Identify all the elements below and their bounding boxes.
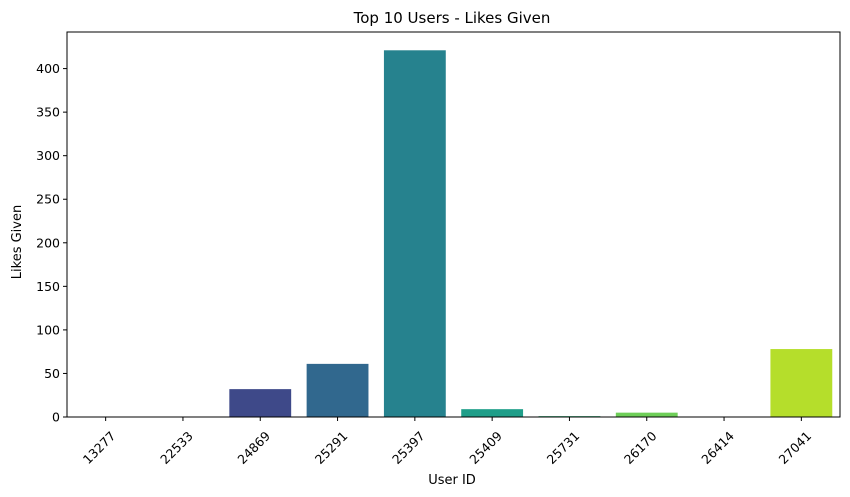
y-tick-label: 300 (36, 148, 60, 163)
y-axis: 0 50 100 150 200 250 300 350 400 (36, 61, 67, 425)
chart-title: Top 10 Users - Likes Given (353, 9, 551, 27)
x-tick-label: 25397 (389, 428, 428, 467)
y-tick-label: 350 (36, 105, 60, 120)
x-axis-label: User ID (428, 473, 476, 488)
y-tick-label: 0 (52, 410, 60, 425)
y-axis-label: Likes Given (10, 205, 25, 279)
x-tick-label: 13277 (80, 428, 119, 467)
y-tick-label: 250 (36, 192, 60, 207)
bar-24869 (229, 389, 292, 417)
x-tick-label: 22533 (157, 428, 196, 467)
x-tick-label: 25291 (312, 428, 351, 467)
y-tick-label: 150 (36, 279, 60, 294)
x-tick-label: 24869 (234, 428, 273, 467)
bar-27041 (770, 349, 833, 417)
y-tick-label: 50 (44, 366, 60, 381)
bar-25409 (461, 409, 524, 417)
plot-frame (66, 31, 841, 418)
x-tick-label: 25731 (544, 428, 583, 467)
y-tick-label: 400 (36, 61, 60, 76)
x-axis: 13277 22533 24869 25291 25397 25409 25731 26170… (80, 417, 814, 467)
y-tick-label: 200 (36, 235, 60, 250)
x-tick-label: 25409 (466, 428, 505, 467)
bar-25397 (383, 50, 446, 417)
y-tick-label: 100 (36, 322, 60, 337)
bar-26170 (615, 412, 678, 417)
x-tick-label: 26170 (621, 428, 660, 467)
x-tick-label: 27041 (776, 428, 815, 467)
bars-group (229, 50, 833, 417)
bar-25291 (306, 363, 369, 417)
x-tick-label: 26414 (698, 428, 737, 467)
